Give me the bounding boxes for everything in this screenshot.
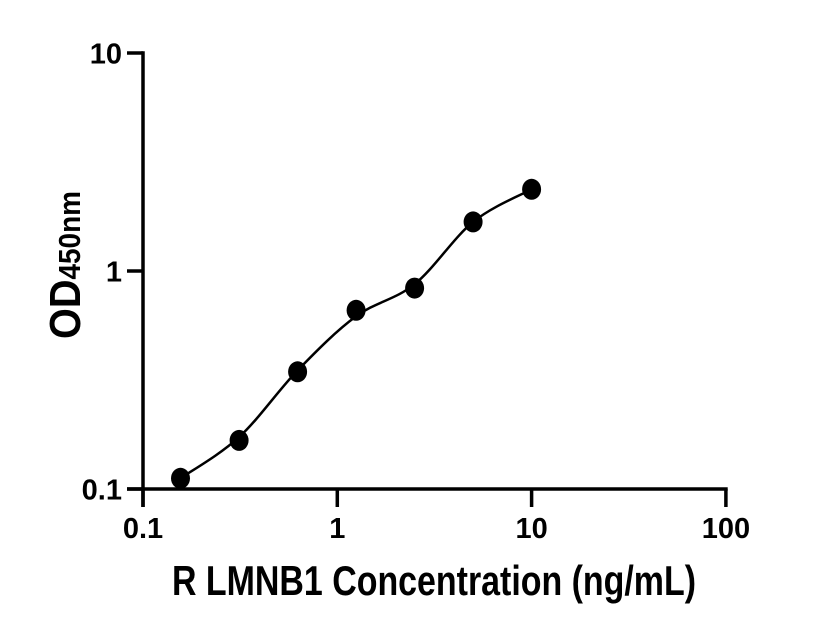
axes <box>127 51 728 507</box>
y-axis-title-subscript: 450nm <box>52 191 87 280</box>
data-point <box>522 178 542 200</box>
x-tick-label: 1 <box>329 513 345 545</box>
x-tick-label: 0.1 <box>123 513 163 545</box>
x-tick-label: 100 <box>702 513 750 545</box>
data-point <box>288 361 308 383</box>
data-point <box>229 429 249 451</box>
data-point-series <box>171 178 542 489</box>
data-point <box>171 467 190 489</box>
y-axis-title: OD450nm <box>41 191 90 339</box>
data-point <box>346 299 366 321</box>
data-point <box>405 277 425 299</box>
data-point <box>463 211 483 233</box>
x-axis-title: R LMNB1 Concentration (ng/mL) <box>172 557 696 604</box>
y-tick-label: 10 <box>90 39 122 71</box>
x-tick-label: 10 <box>515 513 547 545</box>
axis-ticks <box>127 51 728 507</box>
y-tick-label: 1 <box>106 257 122 289</box>
axis-tick-labels: 0.1 1 10 100 0.1 1 10 <box>82 39 750 546</box>
y-tick-label: 0.1 <box>82 475 122 507</box>
y-axis-title-main: OD <box>41 280 90 339</box>
